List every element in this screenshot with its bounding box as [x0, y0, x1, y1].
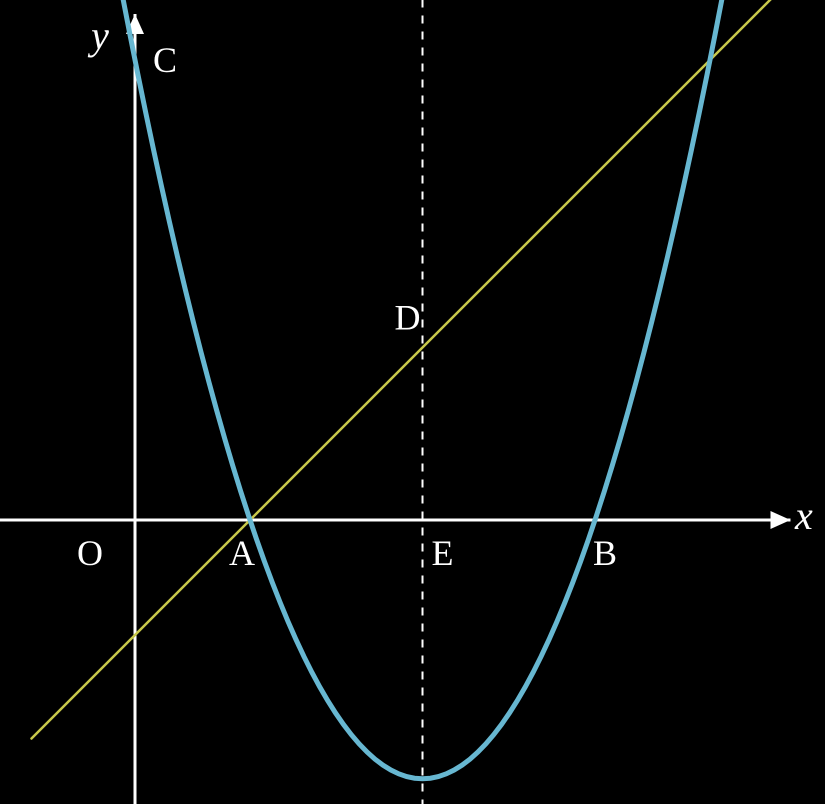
y-axis-label: y — [87, 13, 109, 58]
point-label-d: D — [395, 298, 421, 338]
math-plot: x y O A B C D E — [0, 0, 825, 804]
point-label-a: A — [229, 533, 255, 573]
background — [0, 0, 825, 804]
point-label-e: E — [432, 533, 454, 573]
point-label-b: B — [593, 533, 617, 573]
point-label-c: C — [153, 40, 177, 80]
point-label-o: O — [77, 533, 103, 573]
x-axis-label: x — [794, 493, 813, 538]
